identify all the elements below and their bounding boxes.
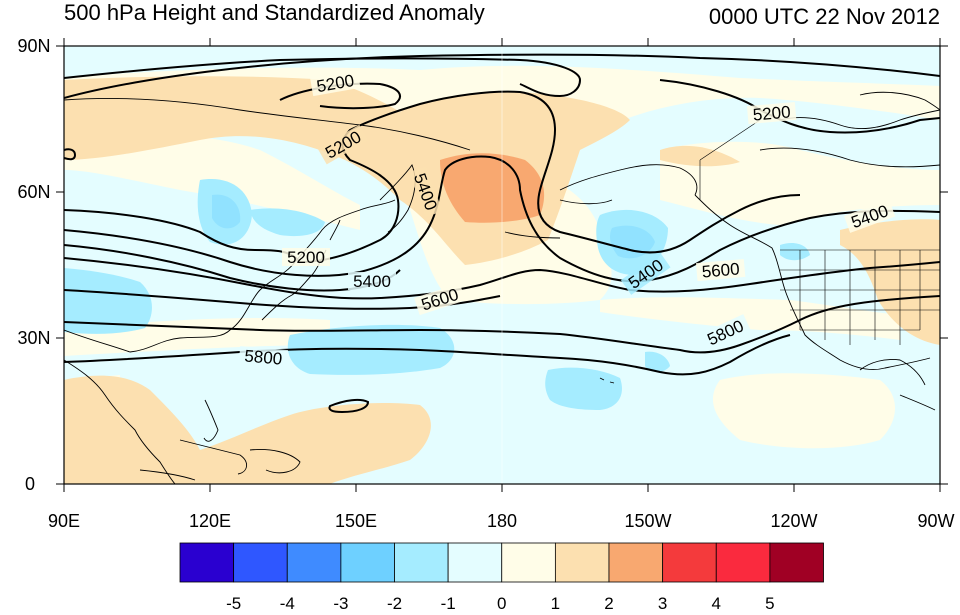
colorbar-tick-label: 3: [658, 594, 667, 610]
lat-label: 0: [25, 474, 35, 494]
lon-label: 120W: [770, 511, 817, 531]
colorbar-swatch: [501, 542, 556, 583]
contour-label: 5600: [701, 259, 740, 281]
anomaly-shading-neg1-2: [64, 179, 810, 410]
colorbar-tick-label: 1: [551, 594, 560, 610]
contour-labels: 5200 5200 5200 5200 5400 5400 5400 5400 …: [238, 70, 896, 369]
colorbar-swatch: [769, 542, 824, 583]
colorbar-labels: -5 -4 -3 -2 -1 0 1 2 3 4 5: [226, 594, 775, 613]
colorbar-tick-label: -5: [226, 594, 241, 610]
colorbar-swatch: [608, 542, 664, 583]
lat-label: 60N: [17, 182, 50, 202]
colorbar-swatch: [394, 542, 449, 583]
height-contours: [64, 53, 940, 414]
chart-title: 500 hPa Height and Standardized Anomaly: [64, 0, 485, 25]
colorbar-swatch: [662, 542, 717, 583]
contour-label: 5400: [353, 272, 391, 291]
contour-label: 5200: [287, 248, 325, 267]
colorbar: [179, 542, 824, 583]
colorbar-swatch: [179, 542, 235, 583]
lon-label: 120E: [189, 511, 231, 531]
lon-labels: 90E 120E 150E 180 150W 120W 90W: [48, 511, 955, 531]
lat-labels: 90N 60N 30N 0: [17, 36, 50, 494]
colorbar-tick-label: 5: [765, 594, 774, 610]
colorbar-tick-label: -2: [387, 594, 402, 610]
anomaly-shading-2-3: [440, 153, 545, 223]
lon-label: 90W: [917, 511, 954, 531]
ticks: [56, 38, 948, 492]
colorbar-swatch: [233, 542, 288, 583]
colorbar-swatch: [447, 542, 503, 583]
timestamp-label: 0000 UTC 22 Nov 2012: [708, 4, 940, 29]
colorbar-swatch: [286, 542, 342, 583]
lon-label: 90E: [48, 511, 80, 531]
colorbar-tick-label: 2: [604, 594, 613, 610]
colorbar-tick-label: 0: [497, 594, 506, 610]
colorbar-tick-label: -1: [441, 594, 456, 610]
lon-label: 150E: [335, 511, 377, 531]
colorbar-tick-label: -4: [280, 594, 295, 610]
colorbar-tick-label: 4: [712, 594, 721, 610]
colorbar-swatch: [715, 542, 771, 583]
lon-label: 180: [487, 511, 517, 531]
contour-label: 5200: [752, 102, 791, 124]
lat-label: 90N: [17, 36, 50, 56]
map-panel: [64, 46, 940, 484]
lon-label: 150W: [624, 511, 671, 531]
lat-label: 30N: [17, 328, 50, 348]
contour-label: 5800: [244, 346, 283, 368]
anomaly-shading-neg2: [212, 194, 655, 259]
colorbar-swatch: [554, 542, 610, 583]
colorbar-swatch: [340, 542, 395, 583]
colorbar-tick-label: -3: [333, 594, 348, 610]
